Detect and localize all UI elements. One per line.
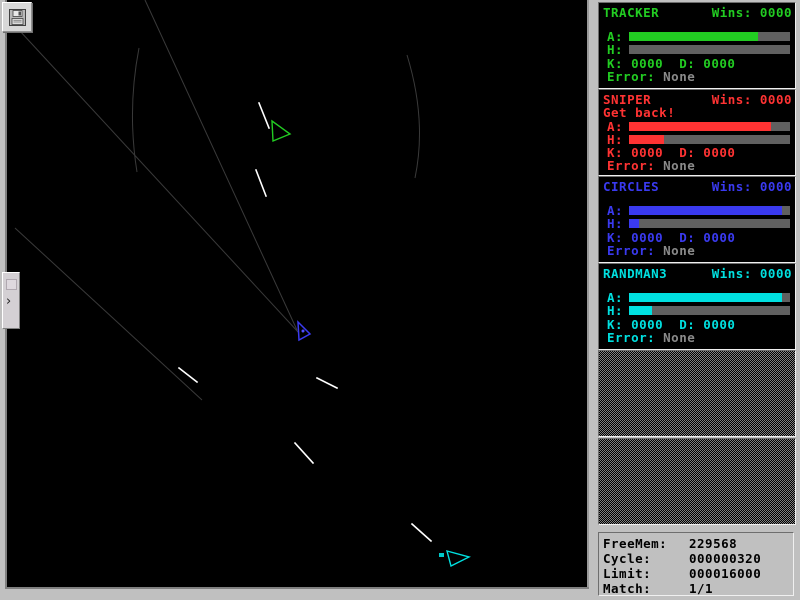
arena-container: › bbox=[2, 0, 589, 589]
wins-readout: Wins: 0000 bbox=[711, 92, 792, 107]
energy-bar-track bbox=[629, 135, 790, 144]
energy-bar-row: H: bbox=[607, 215, 790, 231]
armour-bar-track bbox=[629, 293, 790, 302]
armour-label: A: bbox=[607, 202, 624, 218]
arena-canvas bbox=[14, 0, 471, 568]
arena-border-right bbox=[587, 0, 589, 589]
status-sidebar: TRACKER Wins: 0000 A: H: K: 0000 D: 0000 … bbox=[594, 0, 800, 600]
robot-randman3[interactable] bbox=[439, 550, 471, 568]
freemem-label: FreeMem: bbox=[603, 536, 668, 551]
armour-bar-row: A: bbox=[607, 28, 790, 44]
armour-label: A: bbox=[607, 28, 624, 44]
battle-arena[interactable] bbox=[7, 0, 587, 587]
kills-deaths-readout: K: 0000 D: 0000 bbox=[607, 317, 736, 332]
energy-bar-fill bbox=[629, 135, 665, 144]
error-readout: Error: None bbox=[607, 158, 696, 173]
energy-bar-row: H: bbox=[607, 41, 790, 57]
limit-label: Limit: bbox=[603, 566, 652, 581]
error-readout: Error: None bbox=[607, 243, 696, 258]
match-value: 1/1 bbox=[689, 581, 714, 596]
energy-label: H: bbox=[607, 215, 624, 231]
energy-bar-fill bbox=[629, 219, 639, 228]
energy-bar-row: H: bbox=[607, 131, 790, 147]
armour-label: A: bbox=[607, 118, 624, 134]
match-label: Match: bbox=[603, 581, 652, 596]
match-stats-panel: FreeMem: 229568 Cycle: 000000320 Limit: … bbox=[598, 532, 794, 596]
armour-bar-row: A: bbox=[607, 289, 790, 305]
radar-sweep-lines bbox=[14, 0, 420, 401]
armour-bar-track bbox=[629, 122, 790, 131]
robot-name: TRACKER bbox=[603, 5, 660, 20]
arena-border-bottom bbox=[5, 587, 589, 589]
energy-bar-row: H: bbox=[607, 302, 790, 318]
cycle-label: Cycle: bbox=[603, 551, 652, 566]
limit-value: 000016000 bbox=[689, 566, 762, 581]
panel-header: CIRCLES Wins: 0000 bbox=[603, 179, 792, 194]
wins-readout: Wins: 0000 bbox=[711, 179, 792, 194]
cycle-row: Cycle: 000000320 bbox=[603, 551, 793, 566]
robot-name: SNIPER bbox=[603, 92, 652, 107]
armour-bar-row: A: bbox=[607, 118, 790, 134]
save-button[interactable] bbox=[2, 2, 32, 32]
wins-readout: Wins: 0000 bbox=[711, 5, 792, 20]
armour-bar-row: A: bbox=[607, 202, 790, 218]
armour-bar-track bbox=[629, 206, 790, 215]
panel-header: SNIPER Wins: 0000 bbox=[603, 92, 792, 107]
energy-label: H: bbox=[607, 302, 624, 318]
bullet-trails bbox=[177, 101, 433, 543]
robot-message: Get back! bbox=[603, 105, 676, 120]
kills-deaths-readout: K: 0000 D: 0000 bbox=[607, 145, 736, 160]
panel-header: TRACKER Wins: 0000 bbox=[603, 5, 792, 20]
freemem-row: FreeMem: 229568 bbox=[603, 536, 793, 551]
armour-bar-fill bbox=[629, 293, 782, 302]
robot-tracker[interactable] bbox=[271, 119, 292, 143]
energy-bar-track bbox=[629, 219, 790, 228]
robot-status-panel-empty-1 bbox=[598, 350, 796, 437]
limit-row: Limit: 000016000 bbox=[603, 566, 793, 581]
robot-status-panel-sniper[interactable]: SNIPER Wins: 0000 Get back! A: H: K: 000… bbox=[598, 89, 796, 176]
wins-readout: Wins: 0000 bbox=[711, 266, 792, 281]
sidebar-mini-icon bbox=[6, 279, 17, 290]
match-row: Match: 1/1 bbox=[603, 581, 793, 596]
armour-bar-fill bbox=[629, 206, 782, 215]
robot-name: CIRCLES bbox=[603, 179, 660, 194]
robot-name: RANDMAN3 bbox=[603, 266, 668, 281]
energy-bar-fill bbox=[629, 306, 652, 315]
energy-label: H: bbox=[607, 41, 624, 57]
sidebar-expand-handle[interactable]: › bbox=[2, 272, 20, 329]
error-readout: Error: None bbox=[607, 69, 696, 84]
energy-bar-track bbox=[629, 306, 790, 315]
robot-circles[interactable] bbox=[297, 320, 312, 342]
freemem-value: 229568 bbox=[689, 536, 738, 551]
energy-bar-track bbox=[629, 45, 790, 54]
panel-header: RANDMAN3 Wins: 0000 bbox=[603, 266, 792, 281]
robot-status-panel-empty-2 bbox=[598, 438, 796, 525]
armour-bar-fill bbox=[629, 32, 758, 41]
armour-bar-fill bbox=[629, 122, 771, 131]
cycle-value: 000000320 bbox=[689, 551, 762, 566]
energy-label: H: bbox=[607, 131, 624, 147]
robot-status-panel-tracker[interactable]: TRACKER Wins: 0000 A: H: K: 0000 D: 0000 … bbox=[598, 2, 796, 89]
robot-status-panel-randman3[interactable]: RANDMAN3 Wins: 0000 A: H: K: 0000 D: 0000… bbox=[598, 263, 796, 350]
chevron-right-icon: › bbox=[6, 294, 12, 309]
armour-bar-track bbox=[629, 32, 790, 41]
floppy-save-icon bbox=[8, 8, 26, 26]
robot-status-panel-circles[interactable]: CIRCLES Wins: 0000 A: H: K: 0000 D: 0000 … bbox=[598, 176, 796, 263]
kills-deaths-readout: K: 0000 D: 0000 bbox=[607, 56, 736, 71]
armour-label: A: bbox=[607, 289, 624, 305]
error-readout: Error: None bbox=[607, 330, 696, 345]
kills-deaths-readout: K: 0000 D: 0000 bbox=[607, 230, 736, 245]
